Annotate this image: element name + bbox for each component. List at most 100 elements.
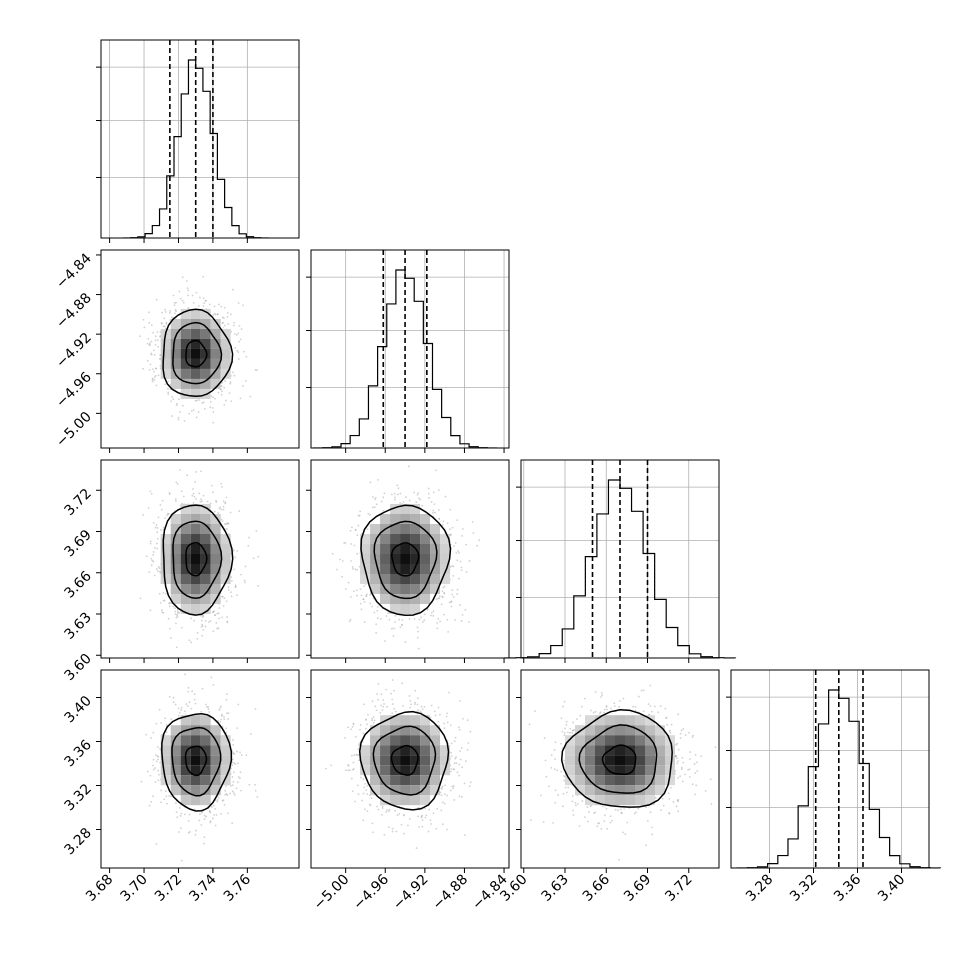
density-cell [200, 368, 211, 379]
density-cell [180, 745, 191, 756]
density-cell [220, 775, 231, 786]
density-cell [190, 554, 201, 564]
density-cell [430, 554, 441, 564]
density-cell [370, 745, 381, 756]
contour-level-1 [360, 504, 452, 617]
density-cell [420, 554, 431, 564]
density-cell [170, 574, 181, 584]
density-cell [410, 715, 421, 726]
density-cell [420, 584, 431, 594]
density-cell [170, 318, 181, 329]
density-cell [645, 755, 655, 766]
density-cell [180, 318, 191, 329]
density-cell [220, 348, 231, 359]
density-cell [400, 524, 411, 534]
density-cell [370, 524, 381, 534]
density-cell [575, 765, 585, 776]
density-cell [180, 715, 191, 726]
density-cell [380, 554, 391, 564]
density-cell [180, 534, 191, 544]
density-cell [220, 765, 231, 776]
density-cell [430, 775, 441, 786]
density-cell [410, 554, 421, 564]
density-cell [210, 318, 221, 329]
density-cell [220, 338, 231, 349]
density-cell [190, 584, 201, 594]
density-cell [380, 785, 391, 796]
x-tick-label: −4.88 [430, 872, 472, 914]
density-cell [380, 765, 391, 776]
y-tick-label: 3.60 [61, 651, 94, 684]
density-cell [615, 725, 625, 736]
x-tick-label: 3.32 [787, 872, 820, 905]
density-cell [615, 715, 625, 726]
density-cell [190, 544, 201, 554]
density-cell [440, 554, 451, 564]
scatter-panel-3-0 [96, 669, 300, 873]
density-cell [655, 775, 665, 786]
density-cell [625, 735, 635, 746]
density-cell [170, 745, 181, 756]
density-cell [200, 715, 211, 726]
density-cell [170, 514, 181, 524]
density-cell [410, 514, 421, 524]
density-cell [190, 338, 201, 349]
density-cell [370, 725, 381, 736]
density-cell [635, 785, 645, 796]
density-cell [605, 725, 615, 736]
density-cell [220, 554, 231, 564]
density-cell [210, 574, 221, 584]
density-cell [410, 574, 421, 584]
density-cell [645, 735, 655, 746]
density-cell [180, 594, 191, 604]
density-cell [440, 745, 451, 756]
density-cell [210, 358, 221, 369]
density-cell [360, 574, 371, 584]
density-cell [370, 775, 381, 786]
density-cell [170, 358, 181, 369]
density-cell [380, 735, 391, 746]
density-cell [190, 348, 201, 359]
density-cell [440, 755, 451, 766]
density-cell [190, 514, 201, 524]
density-cell [380, 594, 391, 604]
density-cell [410, 795, 421, 806]
density-cell [190, 765, 201, 776]
density-cell [180, 338, 191, 349]
y-tick-label: 3.63 [61, 610, 94, 643]
density-cell [400, 715, 411, 726]
density-cell [180, 795, 191, 806]
density-cell [420, 765, 431, 776]
density-cell [170, 775, 181, 786]
density-cell [190, 574, 201, 584]
density-cell [200, 785, 211, 796]
density-cell [595, 725, 605, 736]
contour-level-2 [578, 724, 658, 794]
density-cell [615, 745, 625, 756]
density-cell [390, 755, 401, 766]
density-cell [210, 775, 221, 786]
density-cell [400, 604, 411, 614]
density-cell [390, 765, 401, 776]
density-cell [605, 715, 615, 726]
contour-level-1 [162, 504, 234, 616]
density-cell [190, 534, 201, 544]
density-cell [210, 514, 221, 524]
density-cell [380, 564, 391, 574]
density-cell [440, 564, 451, 574]
density-cell [635, 715, 645, 726]
contour-level-2 [171, 726, 222, 797]
density-cell [605, 765, 615, 776]
density-cell [390, 524, 401, 534]
density-cell [390, 554, 401, 564]
density-cell [595, 715, 605, 726]
density-cell [420, 725, 431, 736]
density-cell [420, 795, 431, 806]
density-cell [625, 765, 635, 776]
density-cell [400, 564, 411, 574]
panel-frame [310, 459, 510, 659]
density-cell [440, 574, 451, 584]
density-cell [655, 735, 665, 746]
density-cell [170, 348, 181, 359]
density-cell [170, 554, 181, 564]
